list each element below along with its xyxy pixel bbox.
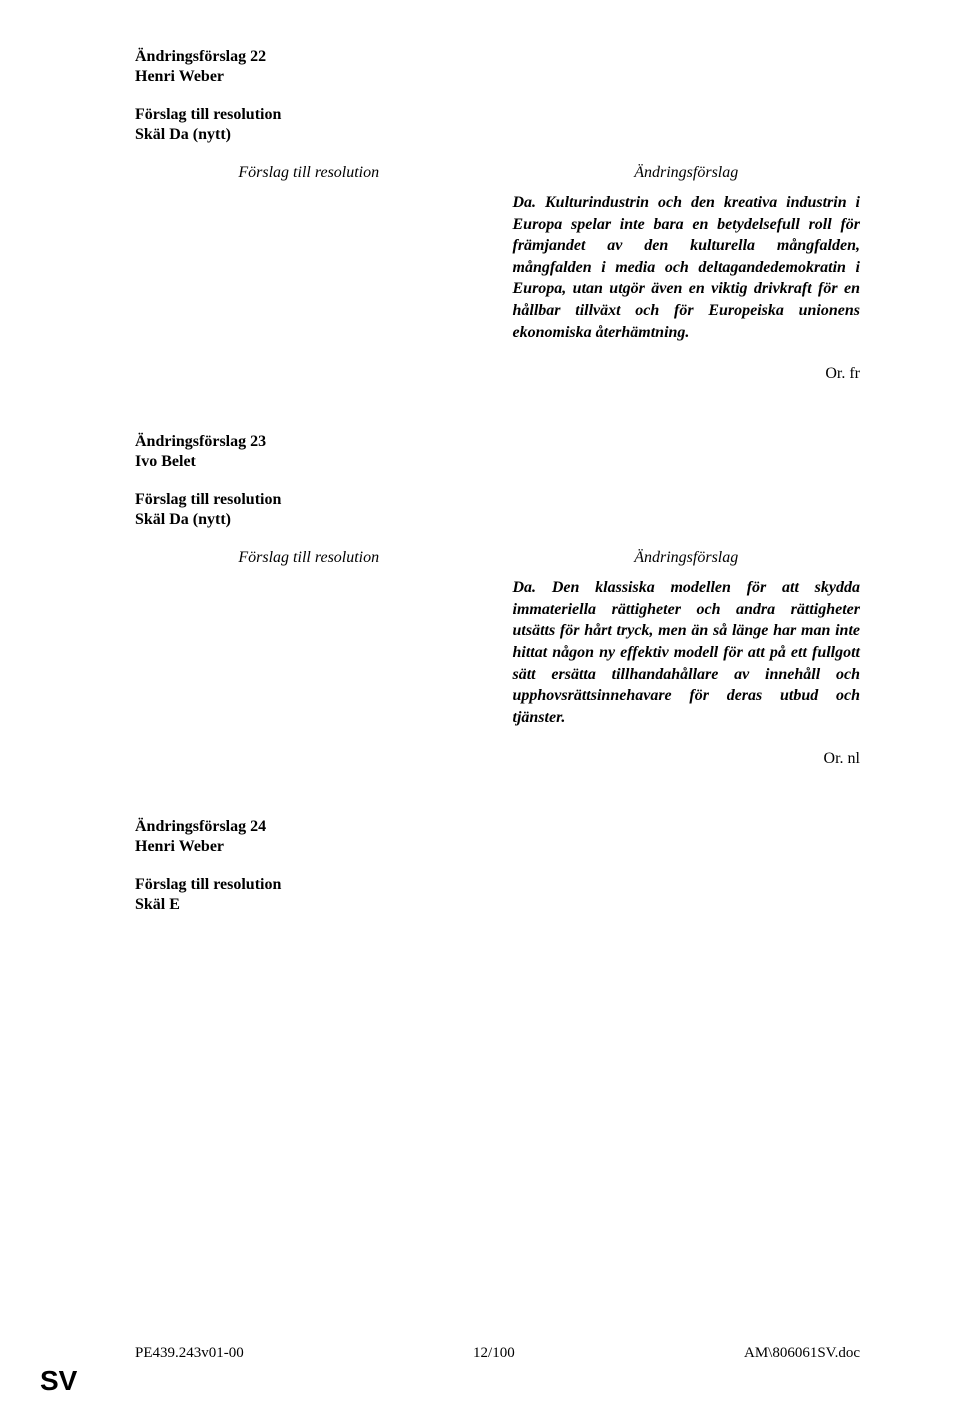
left-column: Förslag till resolution [135,549,483,728]
two-column-layout: Förslag till resolution Ändringsförslag … [135,164,860,343]
right-column-header: Ändringsförslag [513,164,861,182]
amendment-author: Ivo Belet [135,453,860,471]
language-code-label: SV [40,1365,77,1397]
proposal-title: Förslag till resolution [135,876,860,894]
amendment-author: Henri Weber [135,68,860,86]
footer-right: AM\806061SV.doc [744,1345,860,1362]
amendment-text: Da. Kulturindustrin och den kreativa ind… [513,192,861,343]
proposal-title: Förslag till resolution [135,106,860,124]
two-column-layout: Förslag till resolution Ändringsförslag … [135,549,860,728]
amendment-author: Henri Weber [135,838,860,856]
language-indicator: Or. nl [135,750,860,768]
recital: Skäl E [135,896,860,914]
amendment-section-22: Ändringsförslag 22 Henri Weber Förslag t… [135,48,860,383]
right-column: Ändringsförslag Da. Kulturindustrin och … [513,164,861,343]
recital: Skäl Da (nytt) [135,126,860,144]
recital: Skäl Da (nytt) [135,511,860,529]
right-column: Ändringsförslag Da. Den klassiska modell… [513,549,861,728]
left-column-header: Förslag till resolution [135,164,483,182]
proposal-title: Förslag till resolution [135,491,860,509]
amendment-section-24: Ändringsförslag 24 Henri Weber Förslag t… [135,818,860,914]
amendment-number: Ändringsförslag 22 [135,48,860,66]
footer-left: PE439.243v01-00 [135,1345,244,1362]
left-column-header: Förslag till resolution [135,549,483,567]
footer-center: 12/100 [473,1345,515,1362]
page-footer: PE439.243v01-00 12/100 AM\806061SV.doc [135,1345,860,1362]
amendment-number: Ändringsförslag 23 [135,433,860,451]
amendment-number: Ändringsförslag 24 [135,818,860,836]
language-indicator: Or. fr [135,365,860,383]
amendment-section-23: Ändringsförslag 23 Ivo Belet Förslag til… [135,433,860,768]
right-column-header: Ändringsförslag [513,549,861,567]
amendment-text: Da. Den klassiska modellen för att skydd… [513,577,861,728]
left-column: Förslag till resolution [135,164,483,343]
